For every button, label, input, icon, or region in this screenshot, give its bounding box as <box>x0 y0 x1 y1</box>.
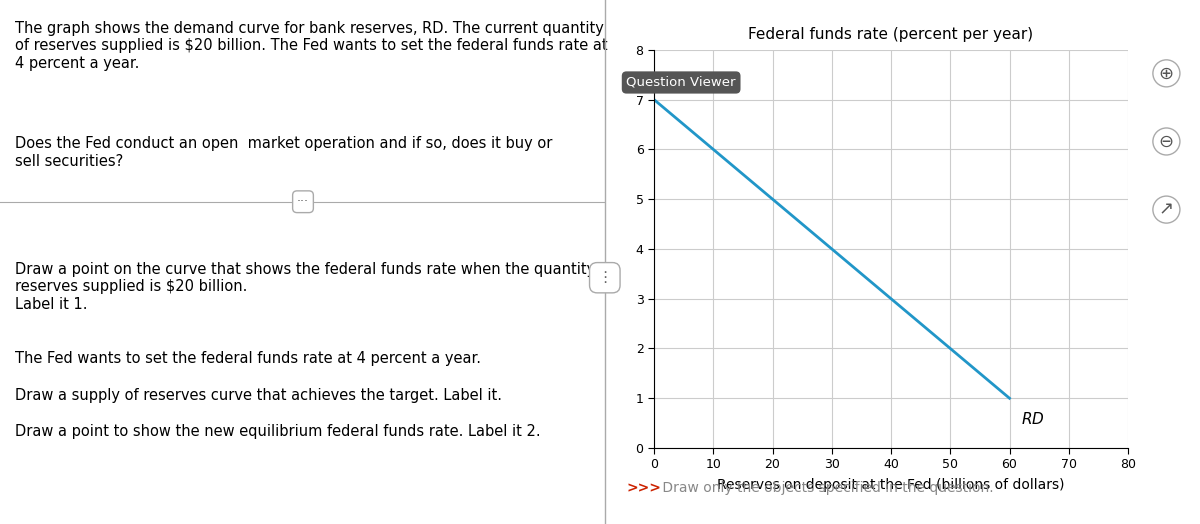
Text: Draw only the objects specified in the question.: Draw only the objects specified in the q… <box>658 481 994 495</box>
Text: Draw a point on the curve that shows the federal funds rate when the quantity of: Draw a point on the curve that shows the… <box>16 262 614 312</box>
Text: The Fed wants to set the federal funds rate at 4 percent a year.: The Fed wants to set the federal funds r… <box>16 351 481 366</box>
Text: The graph shows the demand curve for bank reserves, RD. The current quantity
of : The graph shows the demand curve for ban… <box>16 21 607 71</box>
Text: ···: ··· <box>298 195 310 208</box>
Text: Question Viewer: Question Viewer <box>626 76 736 89</box>
Text: ⋮: ⋮ <box>598 270 612 285</box>
Title: Federal funds rate (percent per year): Federal funds rate (percent per year) <box>749 27 1033 42</box>
Text: Draw a supply of reserves curve that achieves the target. Label it.: Draw a supply of reserves curve that ach… <box>16 388 502 403</box>
Text: >>>: >>> <box>626 481 661 495</box>
Text: $\mathit{RD}$: $\mathit{RD}$ <box>1021 411 1045 427</box>
Text: ↗: ↗ <box>1159 201 1174 219</box>
X-axis label: Reserves on deposit at the Fed (billions of dollars): Reserves on deposit at the Fed (billions… <box>718 478 1064 493</box>
Text: Does the Fed conduct an open  market operation and if so, does it buy or
sell se: Does the Fed conduct an open market oper… <box>16 136 552 169</box>
Text: ⊕: ⊕ <box>1159 64 1174 82</box>
Text: Draw a point to show the new equilibrium federal funds rate. Label it 2.: Draw a point to show the new equilibrium… <box>16 424 541 440</box>
Text: ⊖: ⊖ <box>1159 133 1174 150</box>
